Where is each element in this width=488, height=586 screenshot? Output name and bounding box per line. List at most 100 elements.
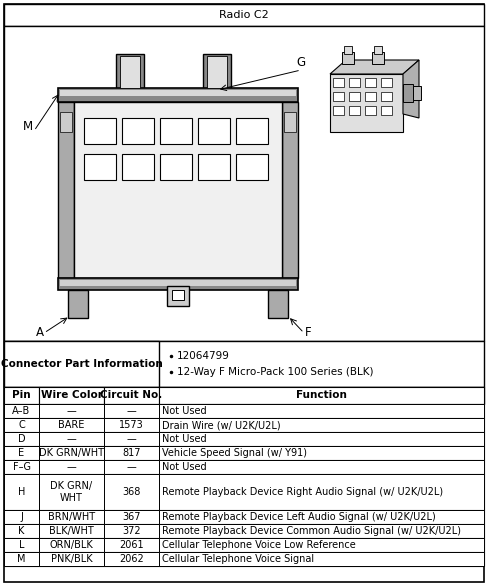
Bar — [116, 54, 144, 92]
Text: J: J — [20, 512, 23, 522]
Bar — [403, 84, 413, 102]
Text: M: M — [17, 554, 26, 564]
Bar — [4, 538, 39, 552]
Bar — [39, 474, 104, 510]
Bar — [349, 78, 360, 87]
Text: —: — — [126, 462, 136, 472]
Bar — [4, 510, 484, 524]
Bar — [4, 474, 484, 510]
Bar — [282, 102, 298, 278]
Bar — [84, 154, 116, 180]
Bar — [120, 56, 140, 88]
Text: G: G — [296, 56, 305, 69]
Bar — [104, 387, 159, 404]
Text: —: — — [66, 406, 76, 416]
Bar — [104, 460, 159, 474]
Bar — [159, 432, 484, 446]
Bar — [39, 404, 104, 418]
Bar — [60, 90, 296, 96]
Bar — [4, 387, 39, 404]
Bar — [39, 524, 104, 538]
Bar — [207, 56, 227, 88]
Bar — [104, 510, 159, 524]
Bar — [160, 118, 192, 144]
Text: Remote Playback Device Common Audio Signal (w/ U2K/U2L): Remote Playback Device Common Audio Sign… — [162, 526, 461, 536]
Text: Cellular Telephone Voice Low Reference: Cellular Telephone Voice Low Reference — [162, 540, 356, 550]
Bar — [333, 78, 344, 87]
Polygon shape — [330, 60, 419, 74]
Text: Not Used: Not Used — [162, 462, 206, 472]
Bar — [39, 418, 104, 432]
Text: Remote Playback Device Left Audio Signal (w/ U2K/U2L): Remote Playback Device Left Audio Signal… — [162, 512, 436, 522]
Bar — [4, 432, 39, 446]
Bar — [39, 446, 104, 460]
Text: BLK/WHT: BLK/WHT — [49, 526, 94, 536]
Bar — [365, 106, 376, 115]
Bar — [198, 154, 230, 180]
Text: ORN/BLK: ORN/BLK — [50, 540, 93, 550]
Bar — [4, 387, 484, 404]
Bar — [349, 92, 360, 101]
Bar — [4, 432, 484, 446]
Bar — [4, 446, 484, 460]
Text: —: — — [66, 462, 76, 472]
Text: Radio C2: Radio C2 — [219, 10, 269, 20]
Text: 2061: 2061 — [119, 540, 144, 550]
Bar — [268, 290, 288, 318]
Bar — [4, 4, 484, 26]
Bar — [60, 280, 296, 286]
Bar — [84, 118, 116, 144]
Bar — [4, 460, 39, 474]
Bar — [104, 524, 159, 538]
Bar — [104, 418, 159, 432]
Bar — [104, 432, 159, 446]
Bar — [104, 446, 159, 460]
Bar — [4, 552, 484, 566]
Bar — [349, 106, 360, 115]
Text: —: — — [126, 434, 136, 444]
Bar — [159, 538, 484, 552]
Bar — [58, 102, 74, 278]
Bar — [58, 278, 298, 290]
Bar — [159, 387, 484, 404]
Text: A: A — [36, 326, 44, 339]
Bar — [159, 446, 484, 460]
Bar — [413, 86, 421, 100]
Bar — [68, 290, 88, 318]
Text: 12064799: 12064799 — [177, 350, 230, 361]
Bar — [74, 102, 282, 278]
Bar — [203, 54, 231, 92]
Text: M: M — [23, 121, 33, 134]
Bar — [374, 46, 382, 54]
Bar — [344, 46, 352, 54]
Bar — [159, 460, 484, 474]
Text: K: K — [19, 526, 25, 536]
Bar — [284, 112, 296, 132]
Text: Wire Color: Wire Color — [41, 390, 102, 400]
Text: Connector Part Information: Connector Part Information — [0, 359, 163, 369]
Bar — [39, 552, 104, 566]
Text: Not Used: Not Used — [162, 406, 206, 416]
Text: 12-Way F Micro-Pack 100 Series (BLK): 12-Way F Micro-Pack 100 Series (BLK) — [177, 367, 373, 377]
Text: F–G: F–G — [13, 462, 31, 472]
Bar — [4, 524, 484, 538]
Bar — [4, 552, 39, 566]
Bar — [104, 538, 159, 552]
Text: Function: Function — [296, 390, 347, 400]
Bar — [4, 341, 159, 387]
Text: Pin: Pin — [12, 390, 31, 400]
Text: 817: 817 — [122, 448, 141, 458]
Bar — [104, 404, 159, 418]
Text: Remote Playback Device Right Audio Signal (w/ U2K/U2L): Remote Playback Device Right Audio Signa… — [162, 487, 443, 497]
Text: BARE: BARE — [58, 420, 84, 430]
Bar — [160, 154, 192, 180]
Text: —: — — [66, 434, 76, 444]
Bar — [39, 538, 104, 552]
Text: C: C — [18, 420, 25, 430]
Bar — [58, 88, 298, 102]
Text: Circuit No.: Circuit No. — [101, 390, 163, 400]
Polygon shape — [403, 60, 419, 118]
Text: 367: 367 — [122, 512, 141, 522]
Bar — [4, 26, 484, 341]
Bar — [381, 92, 392, 101]
